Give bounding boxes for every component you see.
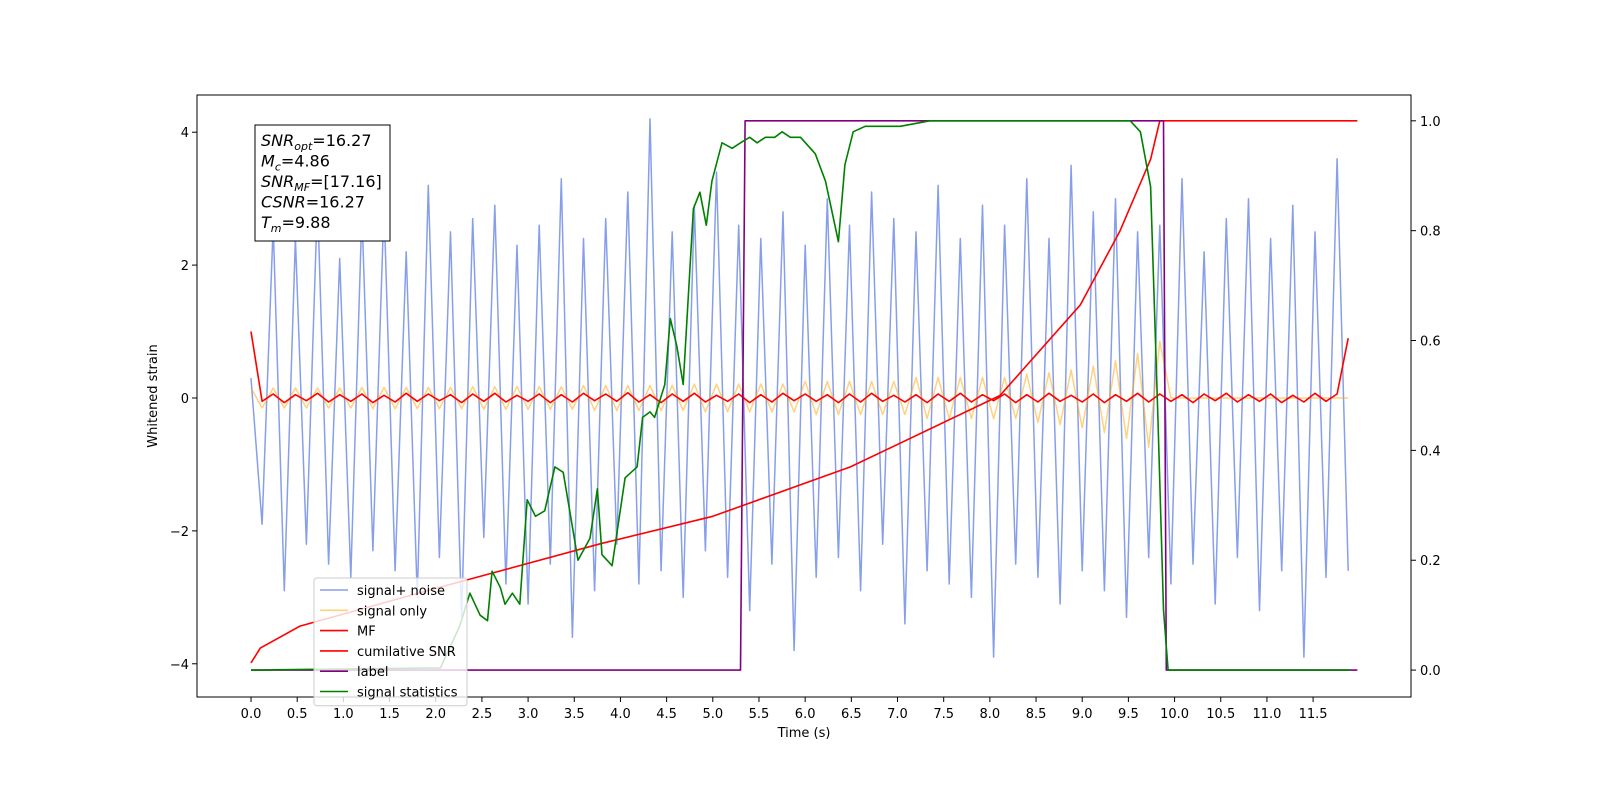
annotation: CSNR=16.27 <box>261 193 365 212</box>
x-tick-label: 11.0 <box>1252 707 1281 722</box>
y2-tick-label: 1.0 <box>1420 115 1441 130</box>
x-tick-label: 4.5 <box>656 707 677 722</box>
annotation-value: =16.27 <box>312 131 371 150</box>
y-tick-label: 2 <box>181 259 189 274</box>
x-tick-label: 8.0 <box>980 707 1001 722</box>
legend-label: signal only <box>357 604 427 619</box>
annotation-subscript: MF <box>294 181 310 194</box>
x-tick-label: 3.5 <box>564 707 585 722</box>
x-tick-label: 8.5 <box>1026 707 1047 722</box>
y-axis-label: Whitened strain <box>146 344 161 447</box>
annotation-value: =16.27 <box>306 193 365 212</box>
annotation-value: =9.88 <box>282 213 331 232</box>
legend-label: MF <box>357 625 376 640</box>
y2-tick-label: 0.6 <box>1420 335 1441 350</box>
x-tick-label: 7.0 <box>887 707 908 722</box>
y-tick-label: 4 <box>181 126 189 141</box>
annotation: SNRMF=[17.16] <box>261 172 382 194</box>
legend-label: signal statistics <box>357 686 458 701</box>
annotation-symbol: M <box>261 152 275 171</box>
y-tick-label: −2 <box>170 525 189 540</box>
annotation-symbol: SNR <box>261 172 294 191</box>
plot-area <box>250 118 1358 671</box>
y2-tick-label: 0.4 <box>1420 444 1441 459</box>
annotation-symbol: CSNR <box>261 193 306 212</box>
legend-label: cumilative SNR <box>357 645 456 660</box>
annotation-subscript: c <box>275 161 281 174</box>
annotation-value: =4.86 <box>281 152 330 171</box>
x-tick-label: 5.5 <box>749 707 770 722</box>
x-tick-label: 0.0 <box>241 707 262 722</box>
x-tick-label: 1.5 <box>379 707 400 722</box>
annotation-value: =[17.16] <box>310 172 382 191</box>
annotation-subscript: opt <box>294 140 313 153</box>
x-tick-label: 9.5 <box>1118 707 1139 722</box>
y2-tick-label: 0.2 <box>1420 554 1441 569</box>
x-tick-label: 2.5 <box>472 707 493 722</box>
series-line <box>250 120 1350 671</box>
x-tick-label: 2.0 <box>425 707 446 722</box>
annotation: Mc=4.86 <box>261 152 330 174</box>
y-tick-label: 0 <box>181 392 189 407</box>
x-tick-label: 11.5 <box>1299 707 1328 722</box>
annotation-box <box>254 124 391 242</box>
legend-label: label <box>357 665 388 680</box>
annotation-symbol: T <box>261 213 272 232</box>
y2-tick-label: 0.8 <box>1420 225 1441 240</box>
annotation: Tm=9.88 <box>261 213 331 235</box>
x-tick-label: 1.0 <box>333 707 354 722</box>
y-tick-label: −4 <box>170 658 189 673</box>
x-tick-label: 0.5 <box>287 707 308 722</box>
x-tick-label: 6.5 <box>841 707 862 722</box>
annotation-symbol: SNR <box>261 131 294 150</box>
legend-frame <box>313 577 468 707</box>
x-tick-label: 9.0 <box>1072 707 1093 722</box>
axes-frame <box>196 94 1412 698</box>
x-tick-label: 7.5 <box>933 707 954 722</box>
overlay: 0.0 0.5 1.0 1.5 2.0 2.5 3.0 3.5 4.0 4.5 5.0 5.5 6.0 6… <box>170 115 1441 722</box>
series-line <box>250 120 1358 664</box>
y2-tick-label: 0.0 <box>1420 664 1441 679</box>
annotation-subscript: m <box>271 222 282 235</box>
x-tick-label: 5.0 <box>702 707 723 722</box>
x-tick-label: 10.5 <box>1206 707 1235 722</box>
x-tick-label: 4.0 <box>610 707 631 722</box>
x-tick-label: 10.0 <box>1160 707 1189 722</box>
x-tick-label: 3.0 <box>518 707 539 722</box>
x-axis-label: Time (s) <box>777 726 831 741</box>
x-tick-label: 6.0 <box>795 707 816 722</box>
annotation: SNRopt=16.27 <box>261 131 372 153</box>
legend-label: signal+ noise <box>357 584 445 599</box>
